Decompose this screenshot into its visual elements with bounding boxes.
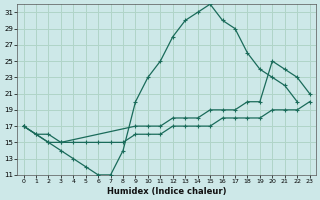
X-axis label: Humidex (Indice chaleur): Humidex (Indice chaleur) [107,187,226,196]
